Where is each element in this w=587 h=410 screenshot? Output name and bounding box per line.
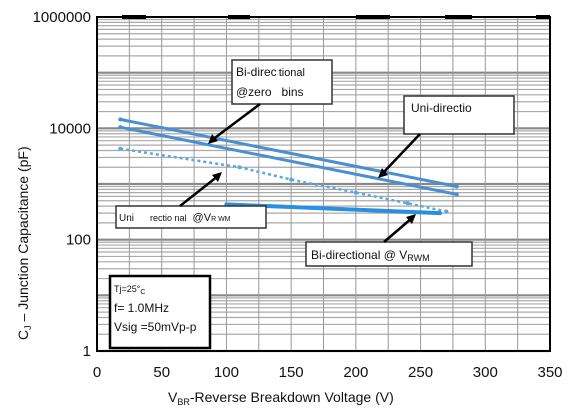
data-point	[118, 146, 123, 151]
y-tick-labels: 1 100 10000 1000000	[33, 9, 91, 360]
svg-text:Bi-directional: Bi-direc tional	[236, 65, 305, 79]
x-axis-title: VBR-Reverse Breakdown Voltage (V)	[168, 389, 394, 407]
series-line	[120, 125, 458, 196]
data-point	[437, 211, 442, 216]
y-tick-label: 10000	[49, 120, 91, 137]
annotation-uni-vrwm: Uni rectio nal @VR WM	[115, 172, 267, 229]
data-point	[289, 177, 294, 182]
svg-text:Tj=25°C: Tj=25°C	[114, 284, 145, 296]
data-point	[118, 117, 123, 122]
annotation-bi-zero-bias: Bi-direc tional @zero bins	[208, 59, 333, 144]
x-tick-label: 350	[537, 364, 562, 381]
x-tick-label: 250	[408, 364, 433, 381]
x-tick-label: 150	[279, 364, 304, 381]
y-tick-label: 1	[83, 343, 91, 360]
series-line	[120, 117, 458, 188]
annotation-uni-zero-bias: Uni-directio	[378, 95, 515, 178]
svg-text:Uni-directio: Uni-directio	[411, 101, 472, 115]
plot-frame	[96, 16, 551, 352]
series-line	[120, 147, 447, 213]
data-point	[454, 192, 459, 197]
y-tick-label: 1000000	[33, 9, 91, 26]
data-point	[405, 201, 410, 206]
x-tick-labels: 0 50 100 150 200 250 300 350	[93, 364, 563, 381]
svg-text:Vsig =50mVp-p: Vsig =50mVp-p	[114, 320, 197, 334]
x-tick-label: 0	[93, 364, 101, 381]
data-point	[118, 125, 123, 130]
x-tick-label: 100	[214, 364, 239, 381]
annotation-bi-vrwm: Bi-directional @ VRWM	[305, 214, 473, 267]
x-tick-label: 300	[473, 364, 498, 381]
data-point	[237, 165, 242, 170]
data-point	[454, 184, 459, 189]
data-point	[353, 190, 358, 195]
y-axis-title: CJ – Junction Capacitance (pF)	[15, 146, 33, 340]
y-tick-label: 100	[66, 232, 91, 249]
x-tick-label: 50	[153, 364, 170, 381]
x-tick-label: 200	[343, 364, 368, 381]
data-point	[444, 209, 449, 214]
svg-text:Bi-directional @ VRWM: Bi-directional @ VRWM	[311, 248, 430, 263]
svg-text:f= 1.0MHz: f= 1.0MHz	[114, 301, 169, 315]
test-conditions-box: Tj=25°C f= 1.0MHz Vsig =50mVp-p	[108, 274, 212, 350]
